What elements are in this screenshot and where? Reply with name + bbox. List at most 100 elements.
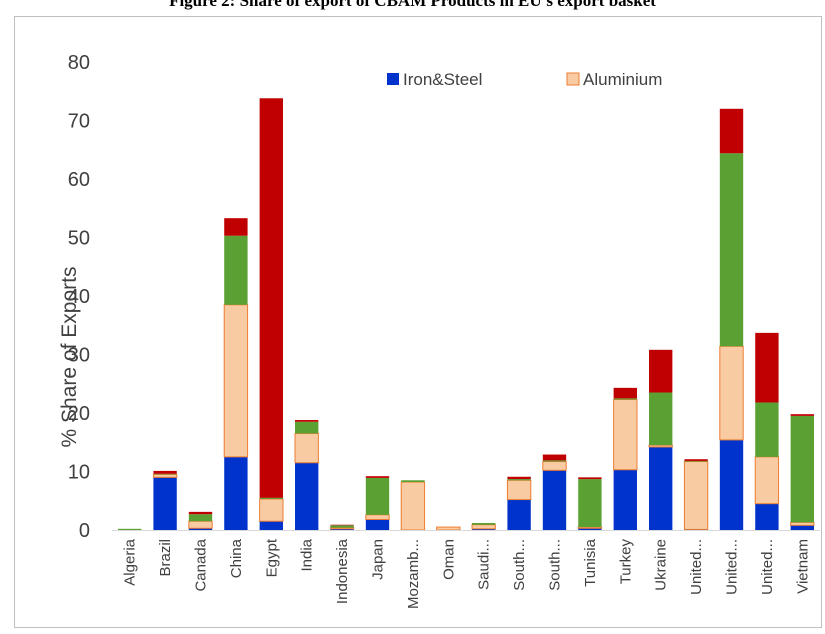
bar-segment <box>755 503 779 530</box>
bar-segment <box>118 528 142 530</box>
bar-segment <box>472 522 496 525</box>
bar-segment <box>507 476 531 480</box>
legend-label: Aluminium <box>583 70 662 89</box>
bar-segment <box>365 519 390 530</box>
bar-segment <box>223 304 249 458</box>
x-tick-label: Turkey <box>617 539 634 585</box>
bar-segment <box>259 521 283 530</box>
bar-segment <box>506 479 532 501</box>
bar-segment <box>188 520 213 529</box>
bar-segment <box>507 479 531 481</box>
bar-segment <box>719 439 744 530</box>
bar-segment <box>790 521 815 526</box>
y-axis: 0 10 20 30 40 50 60 70 80 <box>68 52 90 542</box>
bar-segment <box>790 415 814 523</box>
bar-segment <box>365 476 390 478</box>
x-tick-label: United... <box>688 539 705 595</box>
bar-segment <box>224 235 248 305</box>
bar-segment <box>188 511 213 515</box>
x-tick-label: Oman <box>440 539 457 580</box>
bar-segment <box>754 456 780 505</box>
bar-segment <box>542 454 567 461</box>
y-tick-label: 40 <box>68 286 90 308</box>
bar-segment <box>507 499 531 530</box>
legend-label: Iron&Steel <box>403 70 482 89</box>
x-tick-label: Canada <box>193 538 210 591</box>
bar-segment <box>613 387 637 399</box>
bar-segment <box>613 399 638 471</box>
y-tick-label: 50 <box>68 228 90 250</box>
bar-segment <box>542 460 567 462</box>
bar-segment <box>436 526 461 531</box>
y-tick-label: 60 <box>68 169 90 191</box>
bar-segment <box>719 345 744 441</box>
bar-segment <box>471 524 496 530</box>
bar-segment <box>294 432 319 464</box>
bar-segment <box>577 526 603 529</box>
bar-segment <box>649 392 673 446</box>
y-tick-label: 10 <box>68 462 90 484</box>
bar-segment <box>329 527 355 530</box>
bar-segment <box>295 421 319 434</box>
bar-segment <box>578 477 602 480</box>
bar-segment <box>578 479 602 528</box>
bar-segment <box>153 477 177 530</box>
bar-segment <box>400 481 426 531</box>
x-tick-label: United... <box>759 539 776 595</box>
x-tick-label: Indonesia <box>334 538 351 604</box>
legend: Iron&Steel Aluminium <box>387 70 662 89</box>
bar-segment <box>188 514 213 522</box>
x-tick-label: Algeria <box>122 538 139 585</box>
y-axis-label: % Share of Exports <box>58 267 81 448</box>
y-tick-label: 80 <box>68 52 90 74</box>
bar-segment <box>188 528 213 530</box>
bar-segment <box>472 528 496 530</box>
bar-segment <box>152 473 178 478</box>
bar-segment <box>648 444 673 448</box>
x-tick-label: Egypt <box>263 538 280 577</box>
bar-segment <box>330 528 354 530</box>
bar-segment <box>613 398 637 400</box>
legend-swatch <box>566 72 580 86</box>
x-tick-label: India <box>299 538 316 571</box>
y-tick-label: 20 <box>68 403 90 425</box>
x-tick-label: South... <box>511 539 528 591</box>
x-tick-label: South... <box>547 539 564 591</box>
x-tick-label: Tunisia <box>582 538 599 586</box>
bar-segment <box>542 470 567 530</box>
bar-segment <box>153 470 177 474</box>
bar-segment <box>613 469 637 530</box>
bar-segment <box>719 108 744 154</box>
bar-segment <box>684 459 708 461</box>
x-tick-label: Saudi... <box>476 539 493 590</box>
y-tick-label: 30 <box>68 345 90 367</box>
y-tick-label: 70 <box>68 111 90 133</box>
bar-segment <box>224 456 248 531</box>
figure-title: Figure 2: Share of export of CBAM Produc… <box>169 0 656 10</box>
bar-segment <box>790 525 814 530</box>
bar-segment <box>259 497 283 499</box>
bar-segment <box>259 498 284 522</box>
x-tick-label: Ukraine <box>653 539 670 591</box>
x-axis: Algeria Brazil Canada China Egypt India Indone… <box>112 530 820 609</box>
bar-segment <box>295 420 319 422</box>
bar-segment <box>259 98 283 498</box>
x-tick-label: Mozamb... <box>405 539 422 609</box>
legend-swatch <box>387 73 399 85</box>
x-tick-label: China <box>228 538 245 578</box>
x-tick-label: Vietnam <box>794 539 811 594</box>
x-tick-label: Brazil <box>157 539 174 577</box>
bar-segment <box>365 514 390 520</box>
bar-segment <box>224 218 248 236</box>
bar-segment <box>295 462 319 530</box>
chart-frame <box>14 16 822 628</box>
bar-segment <box>790 414 814 416</box>
bar-segment <box>330 525 354 528</box>
bar-segment <box>755 332 779 403</box>
bar-segment <box>649 446 673 530</box>
x-tick-label: Japan <box>370 539 387 580</box>
bar-segment <box>684 460 708 462</box>
bar-series-group <box>118 98 815 531</box>
bar-segment <box>683 461 709 530</box>
